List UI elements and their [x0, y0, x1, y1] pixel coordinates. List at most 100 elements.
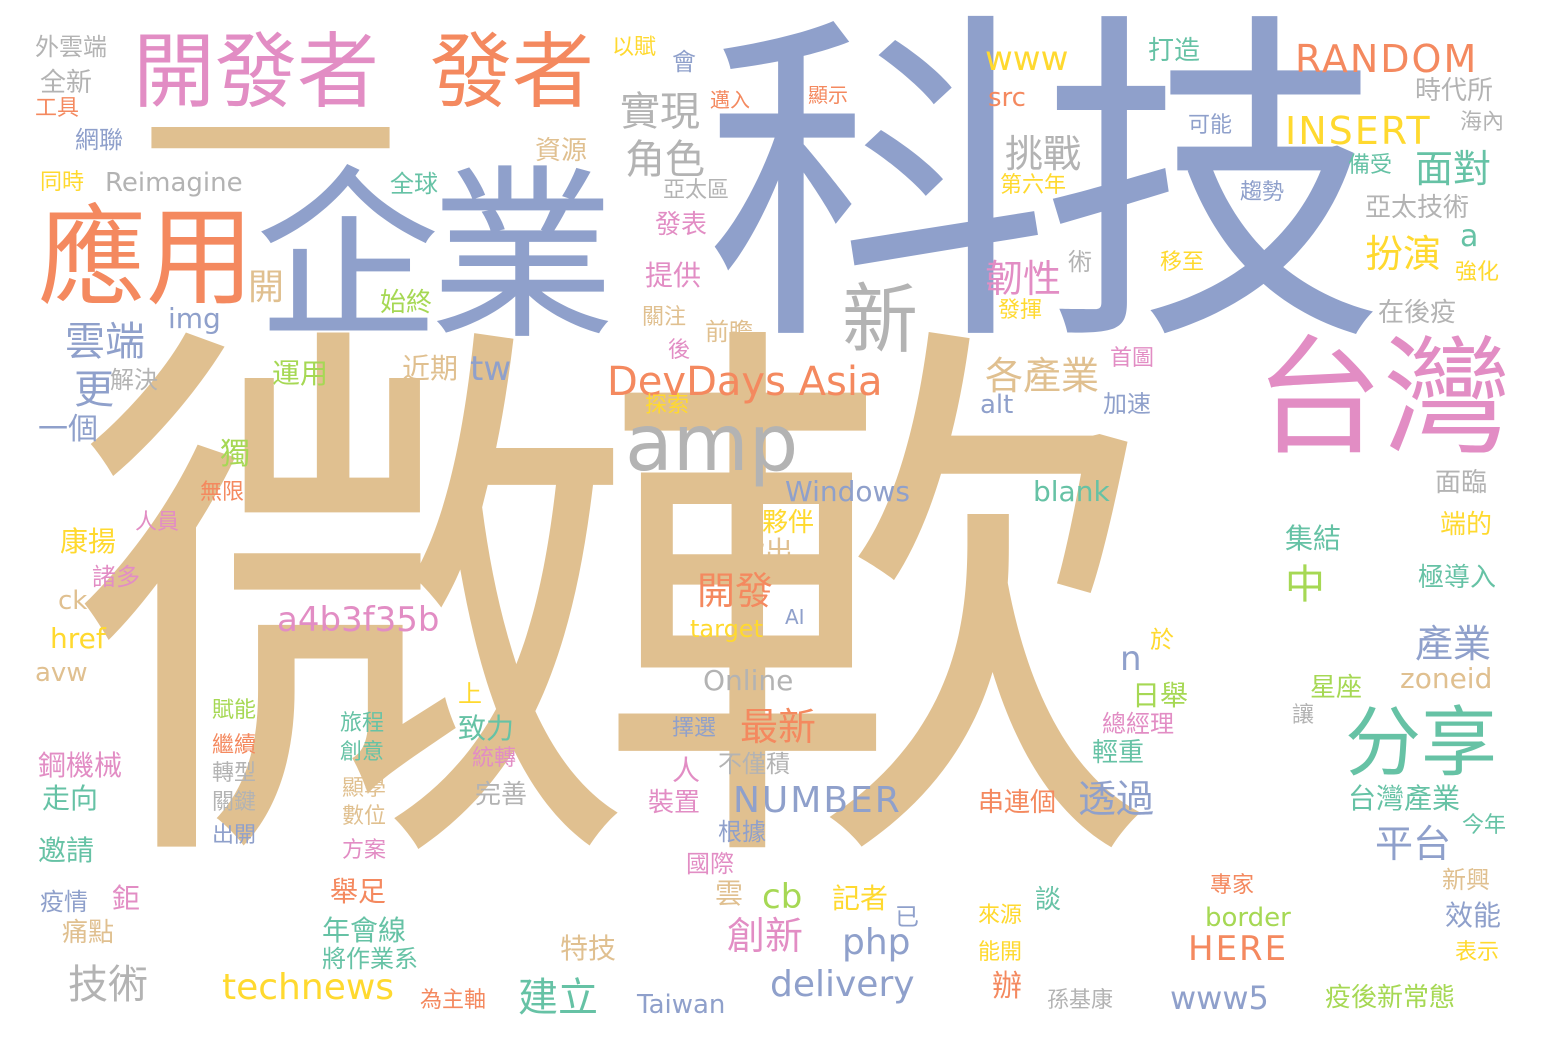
word: 各產業 [985, 354, 1100, 398]
word: 時代所 [1415, 76, 1494, 106]
word: 打造 [1148, 36, 1201, 66]
word: 扮演 [1365, 232, 1442, 276]
word: 實現 [620, 89, 700, 135]
word: 舉足 [330, 875, 387, 908]
word: 邁入 [710, 88, 750, 112]
word: 工具 [35, 96, 80, 121]
word: 雲 [715, 877, 744, 910]
word: 亞太技術 [1365, 193, 1470, 223]
word: 星座 [1310, 673, 1363, 703]
word: 關鍵 [212, 790, 257, 815]
word: 記者 [832, 882, 889, 915]
word: 中 [1285, 562, 1325, 608]
word: AI [785, 605, 805, 629]
word: 談 [1035, 885, 1062, 915]
word: 創意 [340, 740, 385, 765]
word: 技術 [68, 962, 148, 1008]
word: tw [470, 349, 512, 389]
word: 亞太區 [663, 178, 730, 203]
word: 人 [672, 754, 701, 787]
word: 強化 [1455, 260, 1500, 285]
word: HERE [1188, 929, 1289, 969]
word: 旅程 [340, 711, 385, 736]
word: 同時 [40, 170, 85, 195]
word: 開發 [697, 569, 774, 613]
word: 人員 [135, 510, 180, 535]
word: cb [762, 877, 803, 917]
word: 加速 [1103, 390, 1151, 418]
word: 年會線 [322, 914, 407, 947]
word: 透過 [1078, 777, 1155, 821]
word: 在後疫 [1378, 298, 1457, 328]
word: 開發者 [133, 25, 380, 120]
word: 運用 [272, 357, 329, 390]
word: 面臨 [1435, 468, 1488, 498]
word: 表示 [1455, 940, 1500, 965]
word: delivery [770, 964, 915, 1005]
word: 獨 [220, 437, 250, 472]
word: 平台 [1375, 822, 1452, 866]
word: 趨勢 [1240, 180, 1285, 205]
word: 應用 [38, 196, 255, 321]
word: 諸多 [92, 563, 140, 591]
word: 近期 [402, 352, 459, 385]
word: 資源 [535, 136, 588, 166]
word: 微軟 [75, 284, 1155, 936]
word: 始終 [380, 288, 433, 318]
word: 效能 [1445, 899, 1502, 932]
word: 疫情 [40, 888, 88, 916]
word: 創新 [727, 914, 804, 958]
word: 外雲端 [35, 33, 107, 61]
word: 開 [248, 267, 285, 308]
word: 總經理 [1102, 710, 1174, 738]
word: NUMBER [733, 780, 902, 821]
word: 台灣產業 [1348, 782, 1461, 815]
word: 繼續 [212, 733, 257, 758]
word: ck [58, 586, 88, 616]
word: Windows [785, 475, 910, 508]
word: 痛點 [62, 918, 115, 948]
word: a4b3f35b [277, 600, 440, 640]
word: 指出 [737, 535, 794, 568]
word: 分享 [1345, 698, 1497, 787]
word: 全新 [40, 68, 93, 98]
word: border [1205, 903, 1291, 933]
word: 台灣 [1255, 324, 1512, 473]
word: 一 [140, 0, 400, 301]
word: 鋼機械 [38, 749, 123, 782]
word: 辦 [992, 969, 1022, 1004]
word: 讓 [1292, 703, 1315, 728]
word: 裝置 [648, 788, 701, 818]
word: img [168, 302, 221, 335]
word: 日舉 [1132, 679, 1189, 712]
word: 發表 [655, 210, 708, 240]
word: 新 [842, 275, 918, 364]
word: 已 [895, 903, 919, 931]
word: zoneid [1400, 662, 1493, 695]
word: 將作業系 [322, 945, 418, 973]
word: 一個 [38, 412, 98, 447]
word: 轉型 [212, 761, 257, 786]
word: 統轉 [472, 746, 517, 771]
word: 角色 [625, 137, 705, 183]
word: 第六年 [1000, 173, 1067, 198]
word: target [690, 615, 763, 643]
word: avw [35, 658, 88, 688]
word: INSERT [1285, 109, 1432, 153]
word: 首圖 [1110, 346, 1155, 371]
word: Reimagine [105, 168, 243, 198]
word: 今年 [1462, 813, 1507, 838]
word: 新興 [1442, 866, 1490, 894]
word: blank [1033, 475, 1110, 508]
word: alt [980, 390, 1014, 420]
word: 更 [67, 368, 113, 408]
word: 後 [668, 338, 691, 363]
word: 端的 [1440, 510, 1493, 540]
word: 賦能 [212, 698, 257, 723]
word: 完善 [475, 780, 528, 810]
word: 特技 [560, 932, 617, 965]
word: 根據 [718, 818, 766, 846]
word: 網聯 [75, 126, 123, 154]
word: 專家 [1210, 873, 1255, 898]
word: 致力 [458, 712, 515, 745]
